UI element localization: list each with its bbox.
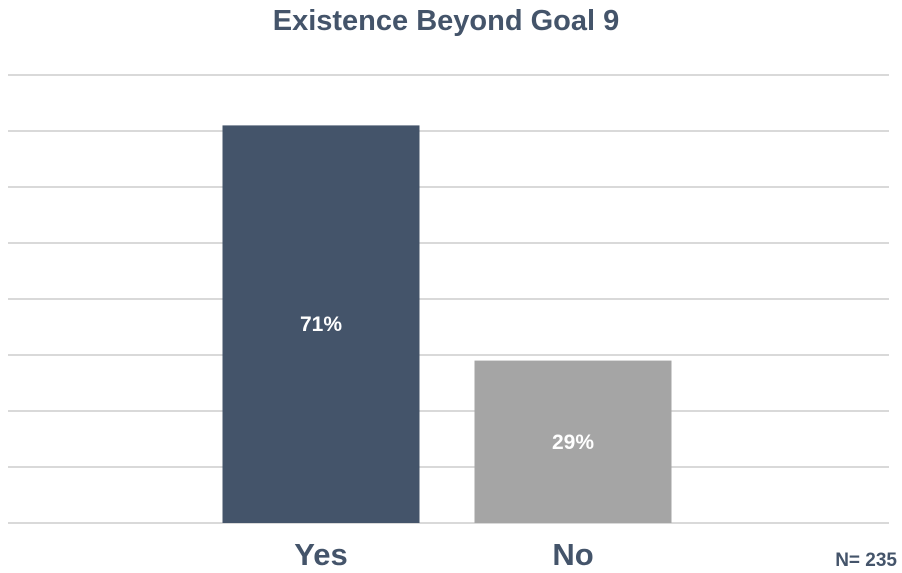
category-labels: Yes No bbox=[294, 537, 593, 572]
bar-yes bbox=[222, 125, 420, 524]
gridlines bbox=[8, 74, 889, 524]
sample-size-note: N= 235 bbox=[835, 550, 897, 571]
data-label-no: 29% bbox=[552, 431, 594, 454]
chart-title: Existence Beyond Goal 9 bbox=[273, 5, 620, 37]
category-label-no: No bbox=[552, 537, 593, 572]
data-label-yes: 71% bbox=[300, 313, 342, 336]
bar-no bbox=[474, 360, 672, 523]
bars bbox=[222, 125, 672, 524]
category-label-yes: Yes bbox=[294, 537, 347, 572]
data-labels: 71% 29% bbox=[300, 313, 594, 454]
